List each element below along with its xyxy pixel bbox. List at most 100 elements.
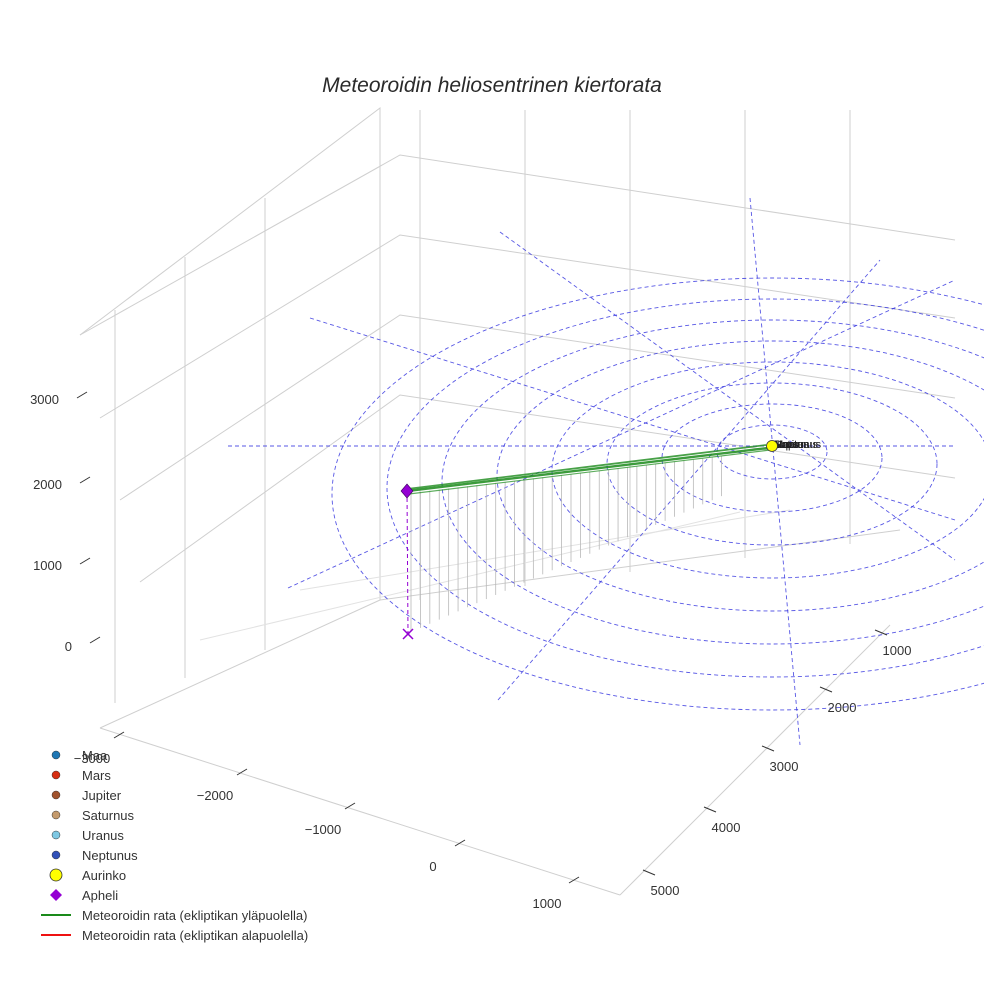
z-tick-mark (76, 391, 88, 399)
z-tick-label: 1000 (33, 558, 62, 573)
legend-symbol (51, 750, 61, 760)
orbit-segment-above (406, 446, 769, 493)
legend-dot-icon (51, 790, 61, 800)
ecliptic-radial-line (749, 197, 801, 746)
aphelion-drop-line (406, 490, 409, 634)
ecliptic-radial-line (309, 317, 956, 521)
floor-grid (299, 509, 791, 591)
y-tick-label: 4000 (712, 820, 741, 835)
ecliptic-grid (228, 197, 984, 746)
ecliptic-ring (716, 424, 828, 480)
y-tick-mark (642, 869, 656, 876)
axis-walls (79, 106, 956, 896)
legend-dot-icon (51, 750, 61, 760)
legend-symbol (51, 770, 61, 780)
legend-item[interactable]: Mars (36, 765, 308, 785)
wall-grid-horizontal (119, 314, 956, 501)
planet-label-mars: Mars (774, 439, 799, 451)
legend-label: Mars (82, 767, 111, 783)
z-tick-mark (79, 557, 91, 565)
floor-front-edge (99, 727, 621, 896)
y-tick-mark (819, 686, 833, 693)
ecliptic-ring (661, 403, 883, 513)
orbit-segment-above (406, 444, 767, 490)
legend-label: Maa (82, 747, 108, 763)
legend-dot-icon (51, 830, 61, 840)
wall-grid-horizontal (139, 394, 956, 583)
legend-item[interactable]: Neptunus (36, 845, 308, 865)
y-tick-label: 5000 (651, 883, 680, 898)
orbit-path (406, 444, 771, 495)
ecliptic-ring (606, 382, 938, 546)
wall-grid-horizontal (79, 154, 956, 336)
z-tick-label: 3000 (30, 392, 59, 407)
z-tick-mark (89, 636, 101, 644)
legend-diamond-icon (50, 889, 62, 901)
wall-left-outline (79, 106, 381, 729)
y-tick-mark (703, 806, 717, 813)
ecliptic-ring (331, 277, 984, 711)
floor-back-edge (379, 529, 901, 601)
wall-grid-horizontal (99, 234, 956, 419)
y-tick-mark (761, 745, 775, 752)
x-tick-label: 1000 (533, 896, 562, 911)
legend-item[interactable]: Jupiter (36, 785, 308, 805)
legend-item[interactable]: Meteoroidin rata (ekliptikan alapuolella… (36, 925, 308, 945)
legend-item[interactable]: Apheli (36, 885, 308, 905)
x-tick-mark (113, 731, 125, 739)
z-tick-mark (79, 476, 91, 484)
x-tick-mark (454, 839, 466, 847)
legend-dot-icon (51, 850, 61, 860)
aphelion-projection-marker (402, 628, 414, 640)
planet-label-saturnus: Saturnus (774, 439, 819, 451)
legend-label: Apheli (82, 887, 119, 903)
y-tick-label: 3000 (770, 759, 799, 774)
axis-ticks: 0 1000 2000 3000 −3000 −2000 −1000 0 1000 1000 200… (30, 391, 912, 911)
legend-label: Aurinko (82, 867, 127, 883)
y-tick-label: 2000 (828, 700, 857, 715)
legend-item[interactable]: Aurinko (36, 865, 308, 885)
y-tick-label: 1000 (883, 643, 912, 658)
x-tick-label: −3000 (74, 751, 111, 766)
orbit-segment-above (408, 449, 771, 495)
legend-symbol (41, 914, 71, 916)
legend-item[interactable]: Maa (36, 745, 308, 765)
z-tick-label: 2000 (33, 477, 62, 492)
legend-item[interactable]: Saturnus (36, 805, 308, 825)
legend-item[interactable]: Uranus (36, 825, 308, 845)
planet-label-maa: Maa (774, 439, 796, 451)
legend-symbol (51, 830, 61, 840)
y-tick-mark (874, 629, 888, 636)
legend-symbol (49, 868, 63, 882)
planet-label-jupiter: Jupiter (774, 439, 807, 451)
legend-symbol (51, 810, 61, 820)
floor-right-edge (619, 624, 891, 896)
legend-label: Meteoroidin rata (ekliptikan yläpuolella… (82, 907, 308, 923)
legend-symbol (50, 889, 62, 901)
planet-label-neptunus: Neptunus (774, 439, 822, 451)
legend-dot-icon (51, 810, 61, 820)
x-tick-label: 0 (429, 859, 436, 874)
ecliptic-ring (441, 319, 984, 645)
chart-title: Meteoroidin heliosentrinen kiertorata (322, 74, 662, 97)
aphelion-marker (400, 483, 414, 499)
x-tick-mark (344, 802, 356, 810)
x-tick-mark (568, 876, 580, 884)
legend: Maa Mars Jupiter Saturnus Uranus Neptunus Auri… (36, 745, 308, 945)
legend-label: Neptunus (82, 847, 138, 863)
ecliptic-radial-line (499, 231, 956, 561)
legend-symbol (51, 790, 61, 800)
x-tick-mark (236, 768, 248, 776)
legend-symbol (41, 934, 71, 936)
legend-dot-icon (51, 770, 61, 780)
legend-symbol (51, 850, 61, 860)
ecliptic-radial-line (287, 279, 956, 589)
ecliptic-ring (496, 340, 984, 612)
legend-label: Saturnus (82, 807, 135, 823)
legend-label: Jupiter (82, 787, 122, 803)
legend-item[interactable]: Meteoroidin rata (ekliptikan yläpuolella… (36, 905, 308, 925)
orbit-drop-lines (410, 456, 722, 632)
